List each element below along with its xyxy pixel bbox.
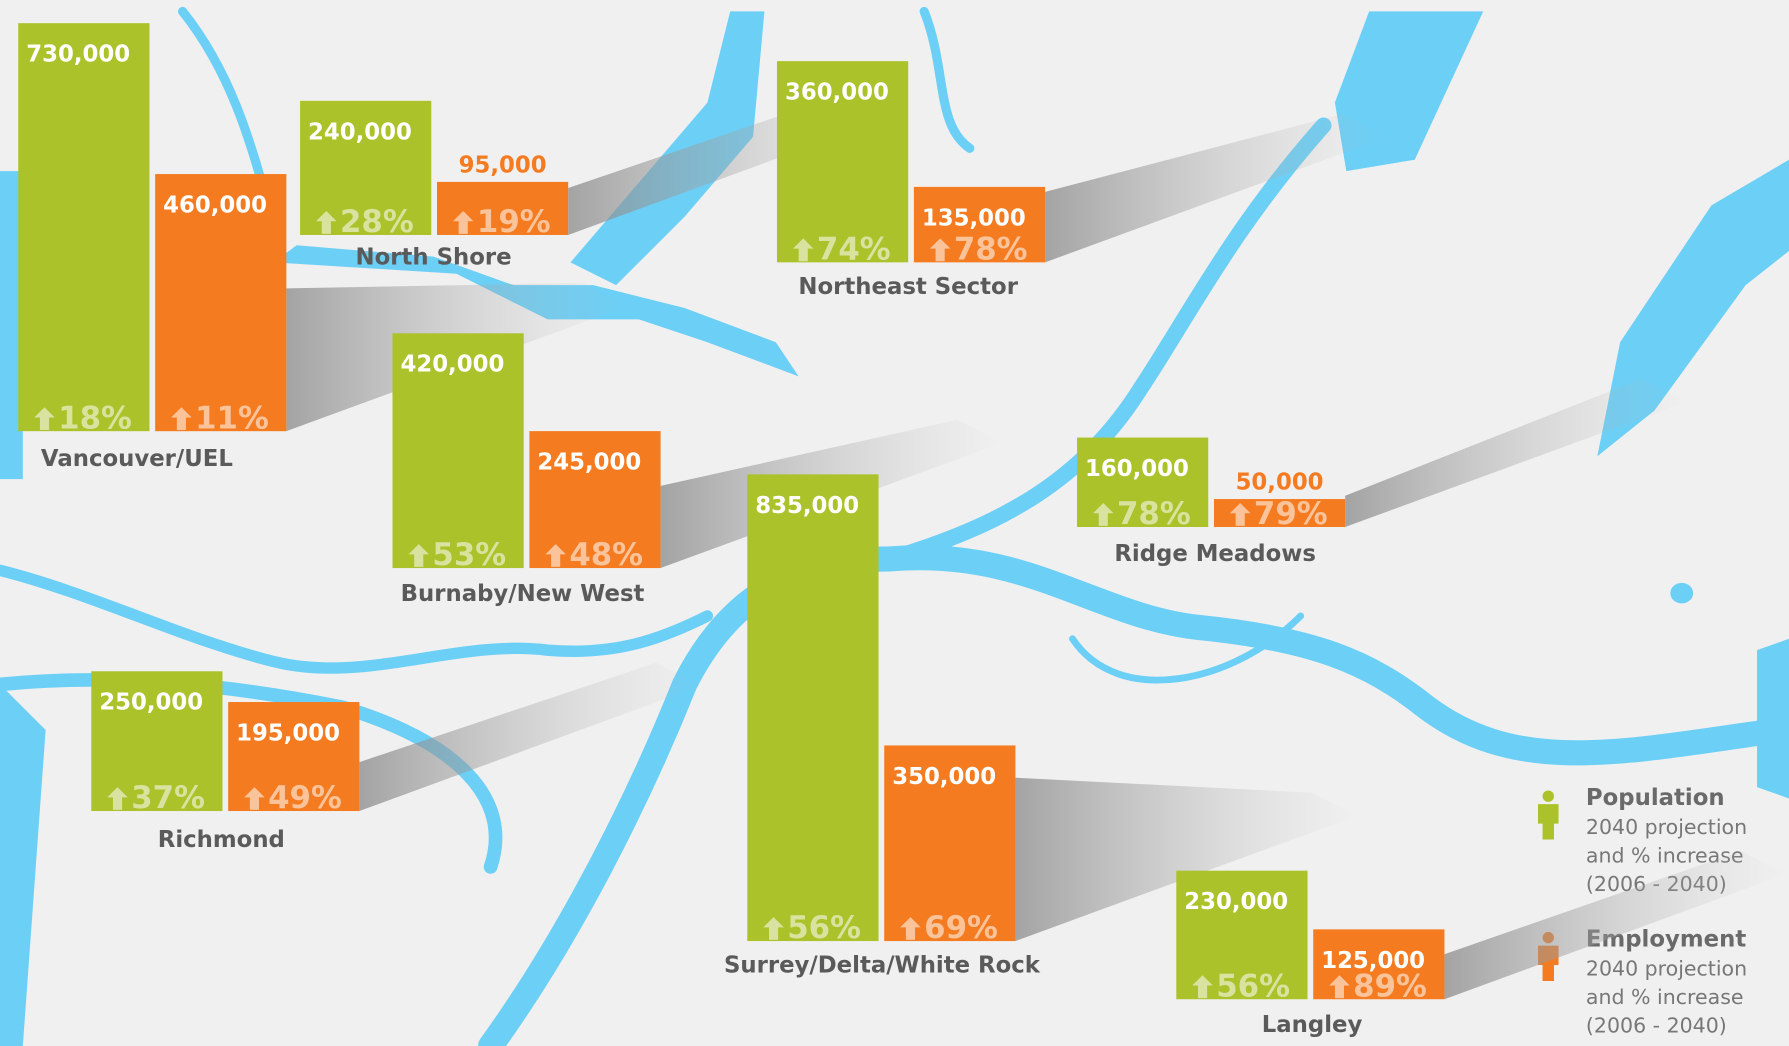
bar — [91, 671, 223, 812]
up-arrow — [107, 787, 128, 810]
legend-name: Population — [1586, 785, 1725, 811]
increase-label: 74% — [817, 231, 891, 267]
value-label: 135,000 — [922, 205, 1026, 231]
up-arrow — [34, 407, 55, 431]
up-arrow — [763, 917, 784, 940]
legend-icon-body — [1537, 804, 1559, 840]
increase-label: 53% — [432, 537, 506, 573]
value-label: 160,000 — [1085, 456, 1189, 482]
increase-label: 11% — [195, 400, 269, 436]
up-arrow — [1192, 975, 1213, 999]
value-label: 350,000 — [892, 764, 996, 790]
bar-shadow — [1444, 850, 1787, 1000]
region-label: Northeast Sector — [798, 274, 1018, 300]
increase-label: 78% — [1117, 496, 1191, 532]
value-label: 460,000 — [163, 193, 267, 219]
bar-shadow — [1045, 114, 1388, 263]
increase-label: 79% — [1254, 496, 1328, 532]
region-label: Burnaby/New West — [401, 581, 645, 607]
bar — [392, 333, 524, 569]
increase-label: 78% — [954, 231, 1028, 267]
bar — [1176, 870, 1308, 1000]
region-label: Vancouver/UEL — [41, 446, 233, 472]
bar — [300, 100, 432, 235]
legend-description: (2006 - 2040) — [1586, 1014, 1727, 1038]
up-arrow — [452, 211, 474, 234]
legend-description: and % increase — [1586, 985, 1744, 1009]
legend-description: and % increase — [1586, 844, 1744, 868]
region-label: Richmond — [158, 827, 285, 853]
up-arrow — [1093, 503, 1114, 526]
up-arrow — [929, 238, 951, 262]
up-arrow — [408, 544, 429, 567]
legend-icon-head — [1542, 790, 1554, 802]
value-label: 360,000 — [785, 80, 889, 106]
increase-label: 89% — [1353, 968, 1427, 1004]
up-arrow — [792, 238, 814, 262]
bar-shadow — [359, 662, 702, 812]
bar — [776, 61, 909, 263]
increase-label: 56% — [1216, 968, 1290, 1004]
region-label: Surrey/Delta/White Rock — [724, 953, 1041, 979]
increase-label: 49% — [268, 780, 342, 816]
value-label: 195,000 — [236, 720, 340, 746]
value-label: 835,000 — [755, 493, 859, 519]
value-label: 730,000 — [26, 42, 130, 68]
value-label: 230,000 — [1184, 889, 1288, 915]
increase-label: 18% — [58, 400, 132, 436]
up-arrow — [244, 787, 265, 810]
value-label: 125,000 — [1321, 948, 1425, 974]
value-label: 240,000 — [308, 119, 412, 145]
increase-label: 56% — [787, 910, 861, 946]
bar — [155, 174, 287, 432]
legend-description: 2040 projection — [1586, 957, 1747, 981]
up-arrow — [900, 917, 921, 940]
value-label: 245,000 — [537, 450, 641, 476]
increase-label: 48% — [569, 537, 643, 573]
increase-label: 69% — [924, 910, 998, 946]
up-arrow — [1229, 503, 1251, 526]
up-arrow — [316, 211, 337, 234]
up-arrow — [545, 544, 566, 567]
value-label: 50,000 — [1236, 470, 1324, 496]
bar — [529, 431, 661, 569]
bar — [884, 745, 1016, 942]
up-arrow — [171, 407, 192, 431]
region-label: Langley — [1262, 1012, 1363, 1038]
up-arrow — [1329, 975, 1350, 999]
region-label: Ridge Meadows — [1114, 541, 1316, 567]
value-label: 250,000 — [99, 690, 203, 716]
legend-description: 2040 projection — [1586, 815, 1747, 839]
increase-label: 28% — [340, 204, 414, 240]
bar — [18, 23, 150, 432]
region-label: North Shore — [356, 244, 512, 270]
value-label: 95,000 — [459, 152, 547, 178]
bar — [747, 474, 879, 942]
increase-label: 37% — [131, 780, 205, 816]
increase-label: 19% — [477, 204, 551, 240]
bar-shadow — [1015, 777, 1358, 942]
value-label: 420,000 — [400, 352, 504, 378]
bar-shadow — [1345, 378, 1688, 527]
